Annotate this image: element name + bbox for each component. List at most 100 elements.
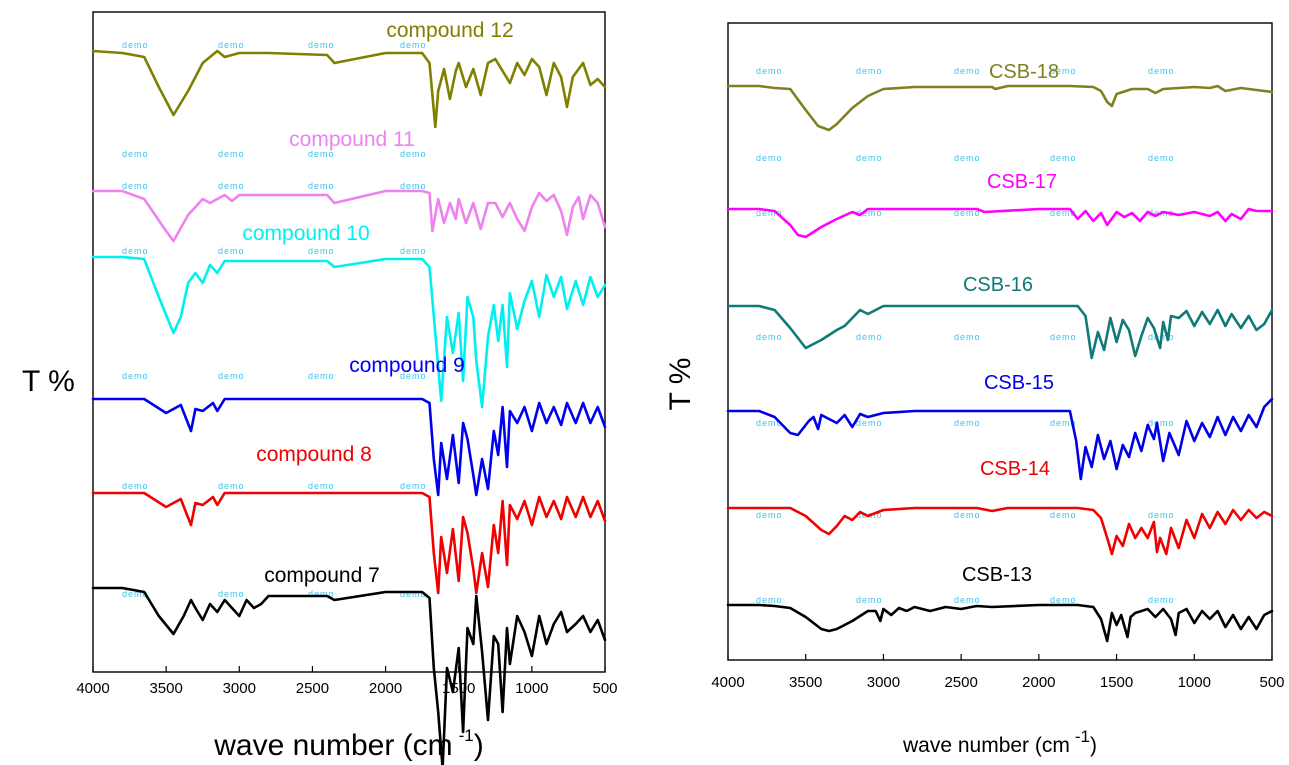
left-plot-frame xyxy=(92,11,606,673)
right-watermark-1-4: demo xyxy=(1148,153,1175,163)
right-watermark-1-2: demo xyxy=(954,153,981,163)
left-watermark-5-0: demo xyxy=(122,481,149,491)
left-watermark-4-2: demo xyxy=(308,371,335,381)
right-series-line-4 xyxy=(726,397,1274,481)
right-watermark-5-2: demo xyxy=(954,510,981,520)
right-watermark-3-0: demo xyxy=(756,332,783,342)
right-x-tick-label-1000: 1000 xyxy=(1178,674,1211,691)
right-watermark-0-3: demo xyxy=(1050,66,1077,76)
right-watermark-6-2: demo xyxy=(954,595,981,605)
left-watermark-0-1: demo xyxy=(218,40,245,50)
right-x-tick-label-3000: 3000 xyxy=(867,674,900,691)
right-x-axis-label: wave number (cm -1) xyxy=(902,727,1097,757)
right-watermark-0-4: demo xyxy=(1148,66,1175,76)
right-x-axis: 4000 3500 3000 2500 2000 1500 1000 500 xyxy=(711,654,1285,691)
left-watermark-5-2: demo xyxy=(308,481,335,491)
right-series-line-2 xyxy=(726,207,1274,239)
right-series-line-1 xyxy=(726,84,1274,132)
right-series-label-2: CSB-17 xyxy=(987,171,1057,193)
left-series-labels: compound 12 compound 11 compound 10 compoun… xyxy=(242,19,513,587)
left-watermark-6-0: demo xyxy=(122,589,149,599)
left-x-axis-label-main: wave number (cm xyxy=(213,729,452,762)
right-watermark-5-4: demo xyxy=(1148,510,1175,520)
left-x-tick-label-1000: 1000 xyxy=(515,680,548,697)
left-x-tick-label-4000: 4000 xyxy=(76,680,109,697)
right-watermark-2-1: demo xyxy=(856,208,883,218)
right-watermark-4-3: demo xyxy=(1050,418,1077,428)
right-watermark-6-1: demo xyxy=(856,595,883,605)
right-watermark-0-2: demo xyxy=(954,66,981,76)
right-series-line-6 xyxy=(726,603,1274,643)
left-x-tick-label-2000: 2000 xyxy=(369,680,402,697)
right-series-label-3: CSB-16 xyxy=(963,274,1033,296)
right-watermark-3-1: demo xyxy=(856,332,883,342)
right-watermark-3-3: demo xyxy=(1050,332,1077,342)
right-plot-frame xyxy=(727,22,1273,661)
right-watermark-0-0: demo xyxy=(756,66,783,76)
left-series-layer xyxy=(91,49,607,765)
left-series-label-3: compound 10 xyxy=(242,222,369,245)
right-x-tick-label-3500: 3500 xyxy=(789,674,822,691)
left-x-tick-label-1500: 1500 xyxy=(442,680,475,697)
left-watermark-2-3: demo xyxy=(400,181,427,191)
left-series-line-4 xyxy=(91,397,607,497)
left-watermark-3-3: demo xyxy=(400,246,427,256)
left-watermark-1-0: demo xyxy=(122,149,149,159)
left-series-label-1: compound 12 xyxy=(386,19,513,42)
left-watermark-1-2: demo xyxy=(308,149,335,159)
left-watermark-6-3: demo xyxy=(400,589,427,599)
right-watermark-5-0: demo xyxy=(756,510,783,520)
right-x-tick-label-500: 500 xyxy=(1259,674,1284,691)
right-watermark-2-3: demo xyxy=(1050,208,1077,218)
left-series-label-4: compound 9 xyxy=(349,354,465,377)
right-series-label-4: CSB-15 xyxy=(984,372,1054,394)
right-watermark-1-0: demo xyxy=(756,153,783,163)
left-x-tick-label-2500: 2500 xyxy=(296,680,329,697)
left-x-axis-label: wave number (cm -1) xyxy=(213,726,484,762)
right-watermark-2-0: demo xyxy=(756,208,783,218)
left-watermark-5-1: demo xyxy=(218,481,245,491)
right-x-axis-label-close: ) xyxy=(1090,734,1097,757)
right-watermark-1-3: demo xyxy=(1050,153,1077,163)
right-x-axis-label-main: wave number (cm xyxy=(902,734,1070,757)
right-watermark-6-4: demo xyxy=(1148,595,1175,605)
left-x-tick-label-3000: 3000 xyxy=(223,680,256,697)
left-chart-panel: demo demo demo demo demo demo demo demo demo demo… xyxy=(22,11,618,765)
left-watermark-5-3: demo xyxy=(400,481,427,491)
left-watermark-0-3: demo xyxy=(400,40,427,50)
left-watermark-0-0: demo xyxy=(122,40,149,50)
left-watermark-2-0: demo xyxy=(122,181,149,191)
right-series-layer xyxy=(726,84,1274,643)
left-x-tick-label-500: 500 xyxy=(592,680,617,697)
right-x-tick-label-2500: 2500 xyxy=(944,674,977,691)
left-x-axis-label-superscript: -1 xyxy=(459,726,474,745)
left-watermark-4-1: demo xyxy=(218,371,245,381)
left-y-axis-label: T % xyxy=(22,365,75,398)
left-series-line-5 xyxy=(91,491,607,595)
right-x-tick-label-2000: 2000 xyxy=(1022,674,1055,691)
right-x-axis-label-superscript: -1 xyxy=(1075,727,1090,746)
left-series-line-3 xyxy=(91,255,607,409)
left-series-label-2: compound 11 xyxy=(289,128,415,151)
right-watermark-4-4: demo xyxy=(1148,418,1175,428)
left-watermark-6-2: demo xyxy=(308,589,335,599)
right-x-tick-label-1500: 1500 xyxy=(1100,674,1133,691)
left-x-tick-label-3500: 3500 xyxy=(149,680,182,697)
left-series-line-2 xyxy=(91,189,607,243)
left-series-line-6 xyxy=(91,586,607,765)
right-y-axis-label: T % xyxy=(664,358,697,411)
left-watermark-1-3: demo xyxy=(400,149,427,159)
right-series-label-1: CSB-18 xyxy=(989,61,1059,83)
right-watermark-4-0: demo xyxy=(756,418,783,428)
left-watermark-4-3: demo xyxy=(400,371,427,381)
right-chart-panel: demo demo demo demo demo demo demo demo demo demo… xyxy=(664,22,1285,757)
right-series-labels: CSB-18 CSB-17 CSB-16 CSB-15 CSB-14 CSB-13 xyxy=(962,61,1059,586)
left-watermark-0-2: demo xyxy=(308,40,335,50)
left-watermark-4-0: demo xyxy=(122,371,149,381)
left-series-label-5: compound 8 xyxy=(256,443,372,466)
left-series-line-1 xyxy=(91,49,607,129)
right-watermark-4-1: demo xyxy=(856,418,883,428)
right-watermark-1-1: demo xyxy=(856,153,883,163)
left-watermark-3-2: demo xyxy=(308,246,335,256)
